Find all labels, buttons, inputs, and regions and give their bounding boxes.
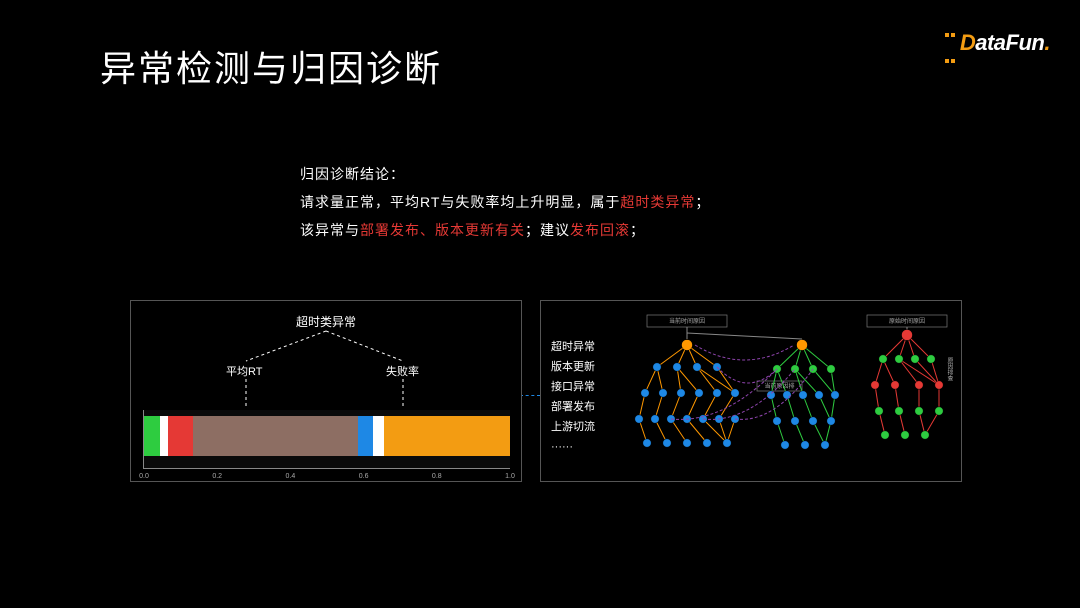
logo-rest: ataFun xyxy=(975,30,1044,55)
right-label-item: 接口异常 xyxy=(551,377,595,397)
svg-text:原因排查: 原因排查 xyxy=(946,357,953,381)
right-label-item: 超时异常 xyxy=(551,337,595,357)
bar-segment xyxy=(160,416,167,456)
logo-dots-icon xyxy=(944,18,956,70)
panel-right: 超时异常版本更新接口异常部署发布上游切流······ 当前时间原因原始时间原因当… xyxy=(540,300,962,482)
right-label-item: 版本更新 xyxy=(551,357,595,377)
panel-left: 超时类异常 平均RT 失败率 0.00.20.40.60.81.0 xyxy=(130,300,522,482)
conclusion-line2: 请求量正常，平均RT与失败率均上升明显，属于超时类异常； xyxy=(300,188,710,216)
logo-d: D xyxy=(960,30,975,55)
bar-segment xyxy=(373,416,384,456)
conclusion-block: 归因诊断结论： 请求量正常，平均RT与失败率均上升明显，属于超时类异常； 该异常… xyxy=(300,160,710,244)
tree-leaf-right: 失败率 xyxy=(386,363,419,379)
bar-segment xyxy=(358,416,373,456)
right-label-item: ······ xyxy=(551,437,595,457)
tree-leaf-left: 平均RT xyxy=(226,363,262,379)
logo-dot: . xyxy=(1044,30,1050,55)
right-labels: 超时异常版本更新接口异常部署发布上游切流······ xyxy=(551,337,595,457)
page-title: 异常检测与归因诊断 xyxy=(100,40,442,92)
right-label-item: 部署发布 xyxy=(551,397,595,417)
tree-root-label: 超时类异常 xyxy=(296,313,356,330)
conclusion-line3: 该异常与部署发布、版本更新有关；建议发布回滚； xyxy=(300,216,710,244)
svg-text:原始时间原因: 原始时间原因 xyxy=(889,317,925,325)
bar-segment xyxy=(193,416,358,456)
bar-segment xyxy=(168,416,194,456)
logo: DataFun. xyxy=(944,18,1050,70)
panel-connector xyxy=(520,395,540,396)
svg-text:当前时间原因: 当前时间原因 xyxy=(669,317,705,325)
conclusion-heading: 归因诊断结论： xyxy=(300,160,710,188)
bar-segment xyxy=(144,416,160,456)
stacked-bar-chart: 0.00.20.40.60.81.0 xyxy=(143,410,510,469)
forest-diagram: 当前时间原因原始时间原因当前原因排原因排查 xyxy=(627,309,953,473)
right-label-item: 上游切流 xyxy=(551,417,595,437)
bar-segment xyxy=(384,416,510,456)
